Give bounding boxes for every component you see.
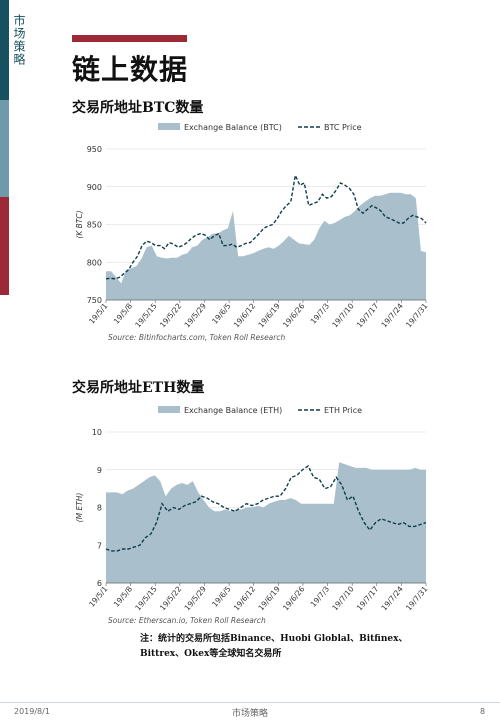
x-tick-label: 19/7/24	[379, 301, 405, 329]
x-tick-label: 19/5/8	[112, 584, 135, 608]
x-tick-label: 19/6/19	[256, 584, 282, 612]
x-tick-label: 19/7/24	[379, 584, 405, 612]
y-tick-label: 800	[87, 258, 102, 267]
sidebar-accent-top	[0, 0, 9, 100]
legend-area-label: Exchange Balance (BTC)	[184, 123, 282, 132]
y-tick-label: 9	[97, 466, 102, 475]
x-tick-label: 19/6/26	[281, 301, 307, 329]
x-tick-label: 19/7/3	[309, 301, 332, 325]
sidebar-section-label: 市场策略	[12, 14, 26, 66]
footer-date: 2019/8/1	[14, 707, 50, 716]
title-accent-bar	[72, 35, 187, 42]
footer-divider	[0, 702, 500, 703]
y-tick-label: 750	[87, 296, 102, 305]
legend-area-swatch	[158, 406, 180, 413]
x-tick-label: 19/7/17	[355, 301, 381, 329]
y-tick-label: 900	[87, 183, 102, 192]
chart-svg: Exchange Balance (ETH) ETH Price 6 7 8 9 10 (M …	[75, 406, 430, 612]
legend-line-label: BTC Price	[324, 123, 362, 132]
x-tick-label: 19/5/29	[183, 584, 209, 612]
exchange-footnote: 注：统计的交易所包括Binance、Huobi Globlal、Bitfinex…	[140, 632, 430, 662]
balance-area	[106, 462, 426, 583]
x-tick-label: 19/7/10	[330, 584, 356, 612]
x-tick-label: 19/5/22	[158, 301, 184, 329]
legend-area-swatch	[158, 123, 180, 130]
y-tick-label: 850	[87, 221, 102, 230]
x-tick-label: 19/5/29	[183, 301, 209, 329]
x-tick-label: 19/7/17	[355, 584, 381, 612]
price-line	[105, 173, 427, 280]
balance-area	[106, 192, 426, 300]
legend-line-label: ETH Price	[324, 406, 362, 415]
x-tick-label: 19/6/5	[210, 301, 233, 325]
x-tick-label: 19/6/26	[281, 584, 307, 612]
x-tick-label: 19/6/12	[232, 301, 258, 329]
eth-chart-source: Source: Etherscan.io, Token Roll Researc…	[108, 616, 266, 625]
footnote-line-1: 注：统计的交易所包括Binance、Huobi Globlal、Bitfinex…	[140, 634, 408, 644]
x-tick-label: 19/7/10	[330, 301, 356, 329]
footnote-line-2: Bittrex、Okex等全球知名交易所	[140, 649, 282, 659]
sidebar-accent-middle	[0, 100, 9, 197]
y-axis-label: (M ETH)	[75, 493, 84, 523]
x-tick-label: 19/5/8	[112, 301, 135, 325]
y-axis-label: (K BTC)	[75, 210, 84, 238]
footer-page-number: 8	[480, 707, 486, 716]
chart-svg: Exchange Balance (BTC) BTC Price 750 800 850…	[75, 123, 430, 329]
x-tick-label: 19/7/31	[404, 584, 430, 612]
x-tick-label: 19/6/19	[256, 301, 282, 329]
x-tick-label: 19/5/15	[133, 301, 159, 329]
legend-area-label: Exchange Balance (ETH)	[184, 406, 282, 415]
x-tick-label: 19/5/15	[133, 584, 159, 612]
y-tick-label: 7	[97, 541, 102, 550]
y-tick-label: 950	[87, 145, 102, 154]
chart-legend: Exchange Balance (BTC) BTC Price	[158, 123, 362, 132]
x-tick-label: 19/5/22	[158, 584, 184, 612]
page-title: 链上数据	[72, 53, 189, 86]
eth-exchange-balance-chart: Exchange Balance (ETH) ETH Price 6 7 8 9 10 (M …	[70, 398, 435, 643]
y-tick-label: 6	[97, 579, 102, 588]
sidebar-accent-bottom	[0, 197, 9, 295]
btc-section-title: 交易所地址BTC数量	[72, 100, 204, 116]
footer-section-name: 市场策略	[232, 709, 269, 719]
price-line	[105, 464, 427, 552]
btc-exchange-balance-chart: Exchange Balance (BTC) BTC Price 750 800 850…	[70, 115, 435, 360]
x-tick-label: 19/7/3	[309, 584, 332, 608]
y-tick-label: 10	[92, 428, 102, 437]
x-tick-label: 19/7/31	[404, 301, 430, 329]
x-tick-label: 19/6/12	[232, 584, 258, 612]
eth-section-title: 交易所地址ETH数量	[72, 380, 205, 396]
chart-legend: Exchange Balance (ETH) ETH Price	[158, 406, 362, 415]
x-tick-label: 19/6/5	[210, 584, 233, 608]
y-tick-label: 8	[97, 504, 102, 513]
btc-chart-source: Source: Bitinfocharts.com, Token Roll Re…	[108, 333, 286, 342]
